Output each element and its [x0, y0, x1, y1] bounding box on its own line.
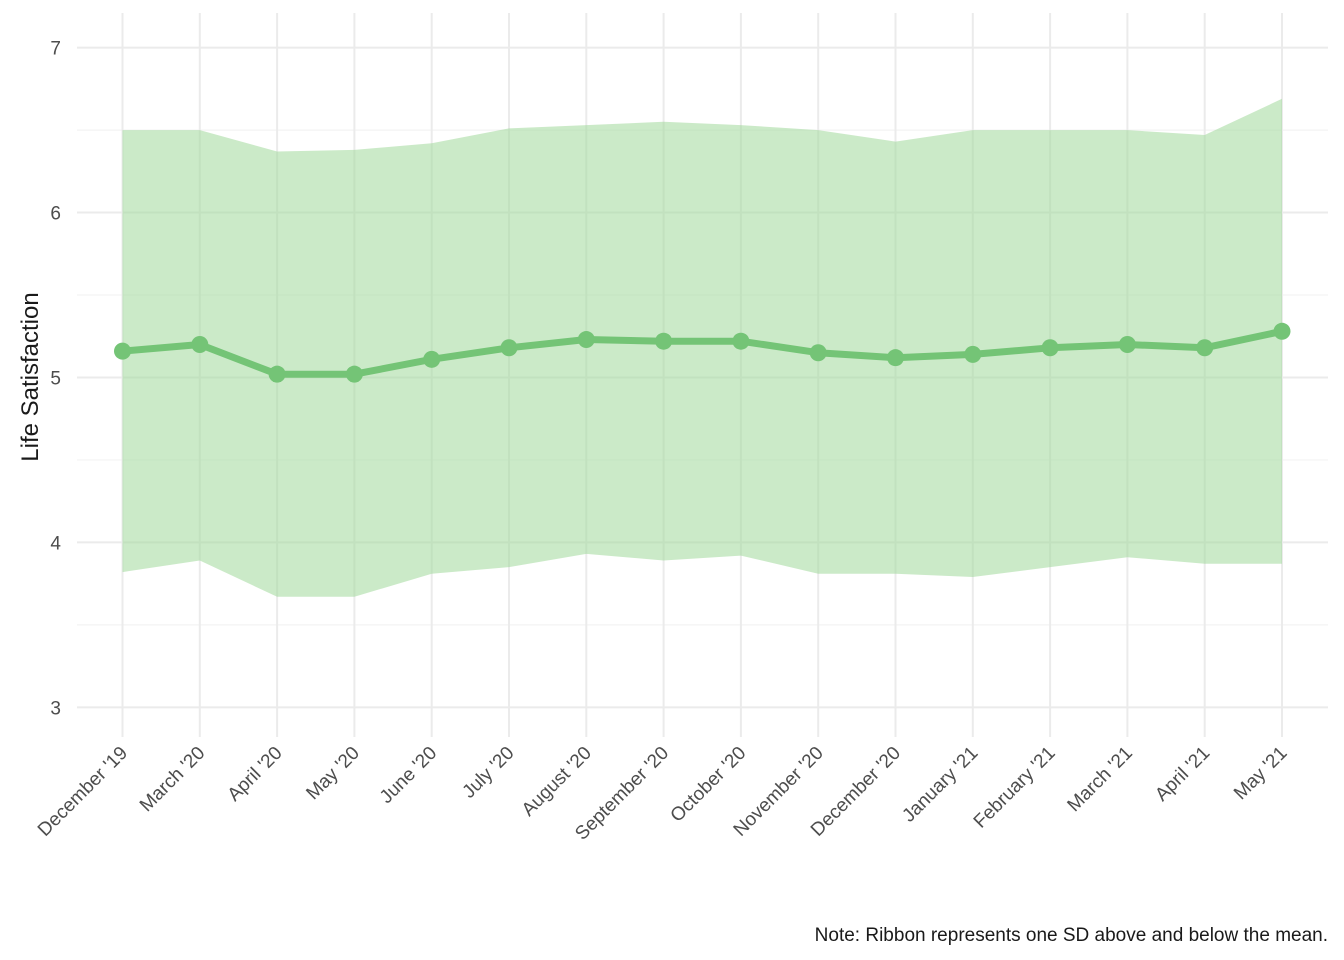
mean-line — [119, 327, 1286, 378]
data-point — [423, 350, 441, 368]
x-tick-label: June '20 — [376, 743, 441, 808]
data-point — [887, 349, 904, 367]
x-tick-label: January '21 — [898, 743, 982, 827]
sd-ribbon-area — [122, 98, 1282, 597]
x-tick-label: December '19 — [34, 743, 132, 841]
data-point — [268, 365, 286, 383]
x-tick-label: March '21 — [1064, 743, 1137, 816]
data-point — [500, 339, 518, 357]
data-point — [1118, 335, 1136, 353]
data-point — [809, 344, 827, 362]
y-tick-label: 5 — [50, 368, 61, 389]
sd-ribbon — [122, 98, 1282, 597]
x-tick-label: August '20 — [518, 743, 596, 821]
x-tick-label: July '20 — [459, 743, 519, 803]
y-axis-title: Life Satisfaction — [17, 292, 44, 461]
data-point — [655, 332, 673, 350]
x-tick-label: February '21 — [970, 743, 1060, 833]
y-tick-label: 3 — [50, 698, 61, 719]
data-point — [964, 345, 982, 363]
x-tick-label: May '20 — [302, 743, 363, 804]
x-tick-label: October '20 — [667, 743, 751, 827]
x-tick-label: May '21 — [1230, 743, 1291, 804]
x-tick-label: April '20 — [224, 743, 287, 806]
data-point — [732, 332, 750, 350]
y-tick-label: 4 — [50, 533, 61, 554]
x-tick-label: April '21 — [1151, 743, 1214, 806]
y-tick-label: 7 — [50, 39, 61, 60]
y-tick-label: 6 — [50, 204, 61, 225]
x-axis-tick-labels: December '19 March '20 April '20 May '20 Jun… — [34, 743, 1292, 845]
data-point — [345, 365, 363, 383]
y-axis-tick-labels: 3 4 5 6 7 — [50, 39, 61, 720]
data-point — [191, 335, 209, 353]
data-point — [577, 331, 595, 349]
mean-line-series — [114, 322, 1291, 383]
chart-caption: Note: Ribbon represents one SD above and… — [815, 925, 1328, 946]
x-tick-label: March '20 — [136, 743, 209, 816]
data-point — [1273, 322, 1291, 340]
data-point — [114, 342, 131, 360]
data-point — [1196, 339, 1214, 357]
data-point — [1041, 339, 1059, 357]
